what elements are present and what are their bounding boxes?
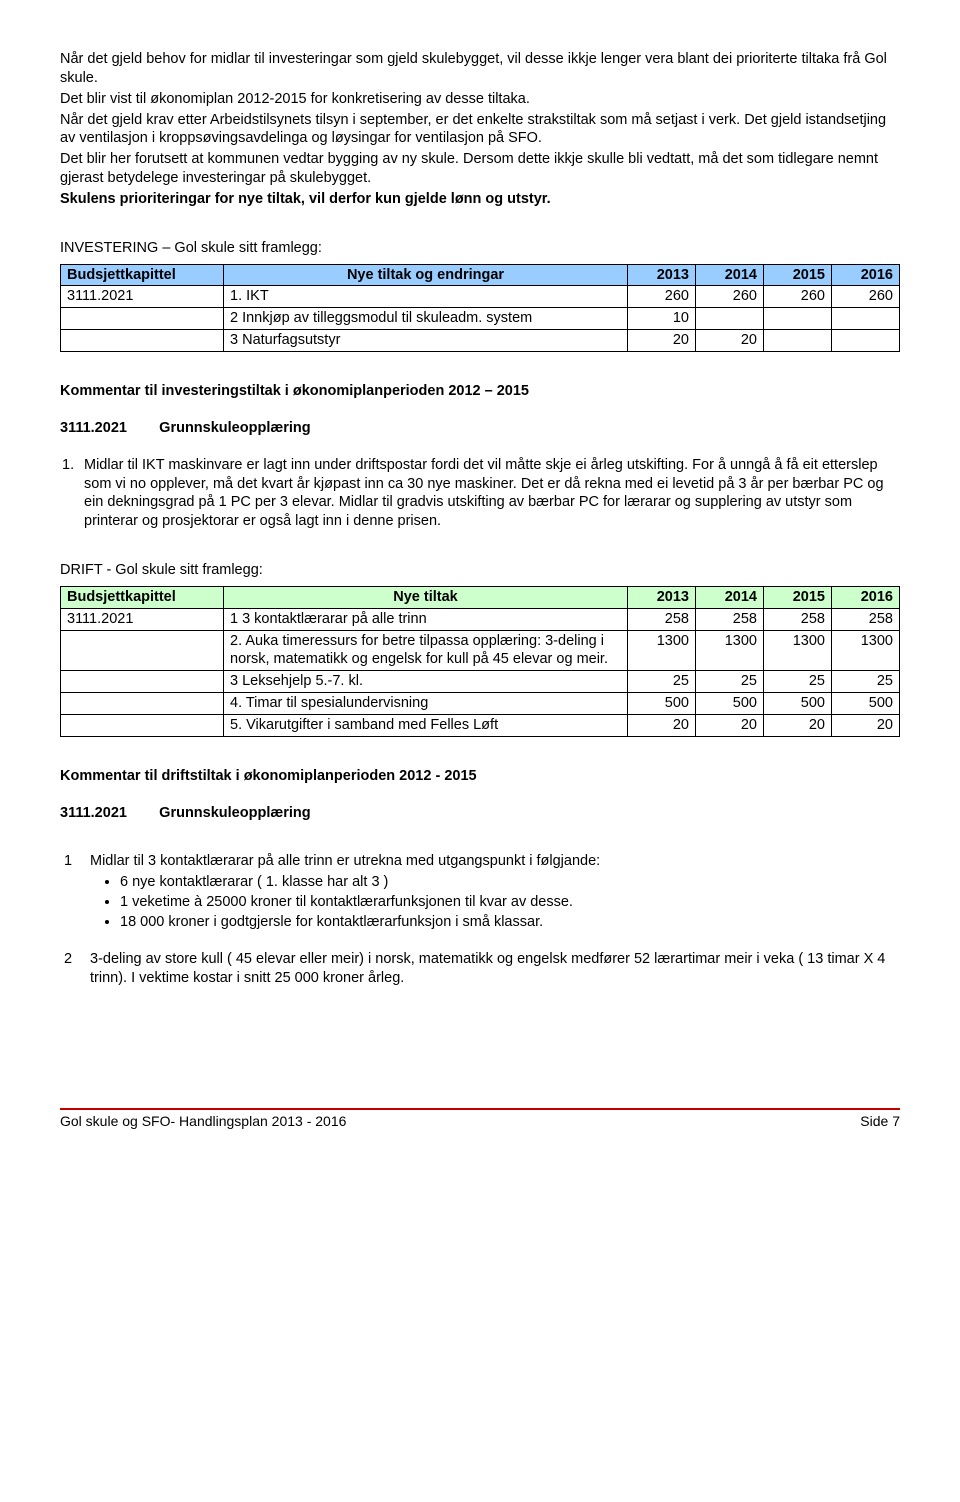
cell-value: 1300 bbox=[628, 630, 696, 671]
list-item: 1 veketime à 25000 kroner til kontaktlær… bbox=[120, 893, 900, 912]
cell-value: 1300 bbox=[764, 630, 832, 671]
cell-value: 25 bbox=[832, 671, 900, 693]
cell-value: 500 bbox=[832, 693, 900, 715]
cell-value: 260 bbox=[764, 286, 832, 308]
th-2015: 2015 bbox=[764, 264, 832, 286]
cell-value: 258 bbox=[696, 608, 764, 630]
cell-value: 20 bbox=[696, 714, 764, 736]
th-2016: 2016 bbox=[832, 264, 900, 286]
cell-kapittel bbox=[61, 693, 224, 715]
cell-value: 258 bbox=[628, 608, 696, 630]
cell-value: 1300 bbox=[696, 630, 764, 671]
drift-item-2-text: 3-deling av store kull ( 45 elevar eller… bbox=[90, 951, 885, 986]
cell-value: 260 bbox=[696, 286, 764, 308]
cell-value: 500 bbox=[628, 693, 696, 715]
cell-kapittel bbox=[61, 308, 224, 330]
cell-kapittel bbox=[61, 671, 224, 693]
cell-value: 25 bbox=[628, 671, 696, 693]
inv-kommentar-sub: 3111.2021 Grunnskuleopplæring bbox=[60, 419, 900, 438]
drift-item-2: 23-deling av store kull ( 45 elevar elle… bbox=[60, 950, 900, 988]
cell-value bbox=[832, 308, 900, 330]
list-number: 2 bbox=[64, 950, 90, 969]
cell-value bbox=[832, 330, 900, 352]
th-2013: 2013 bbox=[628, 264, 696, 286]
cell-kapittel: 3111.2021 bbox=[61, 286, 224, 308]
cell-value: 10 bbox=[628, 308, 696, 330]
intro-p5: Skulens prioriteringar for nye tiltak, v… bbox=[60, 190, 900, 209]
cell-kapittel bbox=[61, 330, 224, 352]
table-row: 3111.2021 1. IKT 260 260 260 260 bbox=[61, 286, 900, 308]
cell-value: 500 bbox=[696, 693, 764, 715]
cell-kapittel bbox=[61, 714, 224, 736]
cell-value: 25 bbox=[696, 671, 764, 693]
th-budsjettkapittel: Budsjettkapittel bbox=[61, 586, 224, 608]
footer-right: Side 7 bbox=[860, 1112, 900, 1130]
cell-value: 260 bbox=[832, 286, 900, 308]
drift-table: Budsjettkapittel Nye tiltak 2013 2014 20… bbox=[60, 586, 900, 737]
th-2015: 2015 bbox=[764, 586, 832, 608]
drift-item-1: 1Midlar til 3 kontaktlærarar på alle tri… bbox=[60, 852, 900, 871]
drift-item-1-text: Midlar til 3 kontaktlærarar på alle trin… bbox=[90, 853, 600, 869]
table-row: 5. Vikarutgifter i samband med Felles Lø… bbox=[61, 714, 900, 736]
th-2013: 2013 bbox=[628, 586, 696, 608]
cell-value: 20 bbox=[628, 714, 696, 736]
footer-left: Gol skule og SFO- Handlingsplan 2013 - 2… bbox=[60, 1112, 346, 1130]
cell-tiltak: 4. Timar til spesialundervisning bbox=[224, 693, 628, 715]
cell-value: 260 bbox=[628, 286, 696, 308]
inv-kommentar-heading: Kommentar til investeringstiltak i økono… bbox=[60, 382, 900, 401]
cell-kapittel bbox=[61, 630, 224, 671]
list-item: 6 nye kontaktlærarar ( 1. klasse har alt… bbox=[120, 873, 900, 892]
list-number: 1. bbox=[62, 456, 84, 475]
table-row: 2 Innkjøp av tilleggsmodul til skuleadm.… bbox=[61, 308, 900, 330]
intro-p2: Det blir vist til økonomiplan 2012-2015 … bbox=[60, 90, 900, 109]
cell-value: 20 bbox=[696, 330, 764, 352]
drift-kommentar-sub: 3111.2021 Grunnskuleopplæring bbox=[60, 804, 900, 823]
cell-value bbox=[764, 330, 832, 352]
th-2014: 2014 bbox=[696, 586, 764, 608]
cell-tiltak: 2 Innkjøp av tilleggsmodul til skuleadm.… bbox=[224, 308, 628, 330]
cell-value: 258 bbox=[832, 608, 900, 630]
cell-tiltak: 3 Naturfagsutstyr bbox=[224, 330, 628, 352]
table-row: 3 Naturfagsutstyr 20 20 bbox=[61, 330, 900, 352]
cell-value: 1300 bbox=[832, 630, 900, 671]
cell-value: 25 bbox=[764, 671, 832, 693]
cell-tiltak: 2. Auka timeressurs for betre tilpassa o… bbox=[224, 630, 628, 671]
list-number: 1 bbox=[64, 852, 90, 871]
drift-item-1-bullets: 6 nye kontaktlærarar ( 1. klasse har alt… bbox=[120, 873, 900, 932]
cell-value: 20 bbox=[832, 714, 900, 736]
cell-tiltak: 5. Vikarutgifter i samband med Felles Lø… bbox=[224, 714, 628, 736]
investering-table: Budsjettkapittel Nye tiltak og endringar… bbox=[60, 264, 900, 352]
cell-tiltak: 1. IKT bbox=[224, 286, 628, 308]
table-row: 4. Timar til spesialundervisning 500 500… bbox=[61, 693, 900, 715]
page-footer: Gol skule og SFO- Handlingsplan 2013 - 2… bbox=[60, 1108, 900, 1130]
inv-item-1-text: Midlar til IKT maskinvare er lagt inn un… bbox=[84, 457, 884, 530]
cell-value bbox=[764, 308, 832, 330]
th-2016: 2016 bbox=[832, 586, 900, 608]
intro-p3: Når det gjeld krav etter Arbeidstilsynet… bbox=[60, 111, 900, 149]
table-row: 3111.2021 1 3 kontaktlærarar på alle tri… bbox=[61, 608, 900, 630]
th-budsjettkapittel: Budsjettkapittel bbox=[61, 264, 224, 286]
investering-heading: INVESTERING – Gol skule sitt framlegg: bbox=[60, 239, 900, 258]
th-nye-tiltak: Nye tiltak bbox=[224, 586, 628, 608]
th-2014: 2014 bbox=[696, 264, 764, 286]
intro-p4: Det blir her forutsett at kommunen vedta… bbox=[60, 150, 900, 188]
table-row: 3 Leksehjelp 5.-7. kl. 25 25 25 25 bbox=[61, 671, 900, 693]
cell-value: 258 bbox=[764, 608, 832, 630]
cell-value: 20 bbox=[764, 714, 832, 736]
drift-kommentar-heading: Kommentar til driftstiltak i økonomiplan… bbox=[60, 767, 900, 786]
cell-kapittel: 3111.2021 bbox=[61, 608, 224, 630]
inv-item-1: 1.Midlar til IKT maskinvare er lagt inn … bbox=[84, 456, 900, 531]
table-row: 2. Auka timeressurs for betre tilpassa o… bbox=[61, 630, 900, 671]
intro-p1: Når det gjeld behov for midlar til inves… bbox=[60, 50, 900, 88]
list-item: 18 000 kroner i godtgjersle for kontaktl… bbox=[120, 913, 900, 932]
drift-heading: DRIFT - Gol skule sitt framlegg: bbox=[60, 561, 900, 580]
cell-value: 500 bbox=[764, 693, 832, 715]
cell-value bbox=[696, 308, 764, 330]
cell-value: 20 bbox=[628, 330, 696, 352]
cell-tiltak: 1 3 kontaktlærarar på alle trinn bbox=[224, 608, 628, 630]
cell-tiltak: 3 Leksehjelp 5.-7. kl. bbox=[224, 671, 628, 693]
th-nye-tiltak: Nye tiltak og endringar bbox=[224, 264, 628, 286]
